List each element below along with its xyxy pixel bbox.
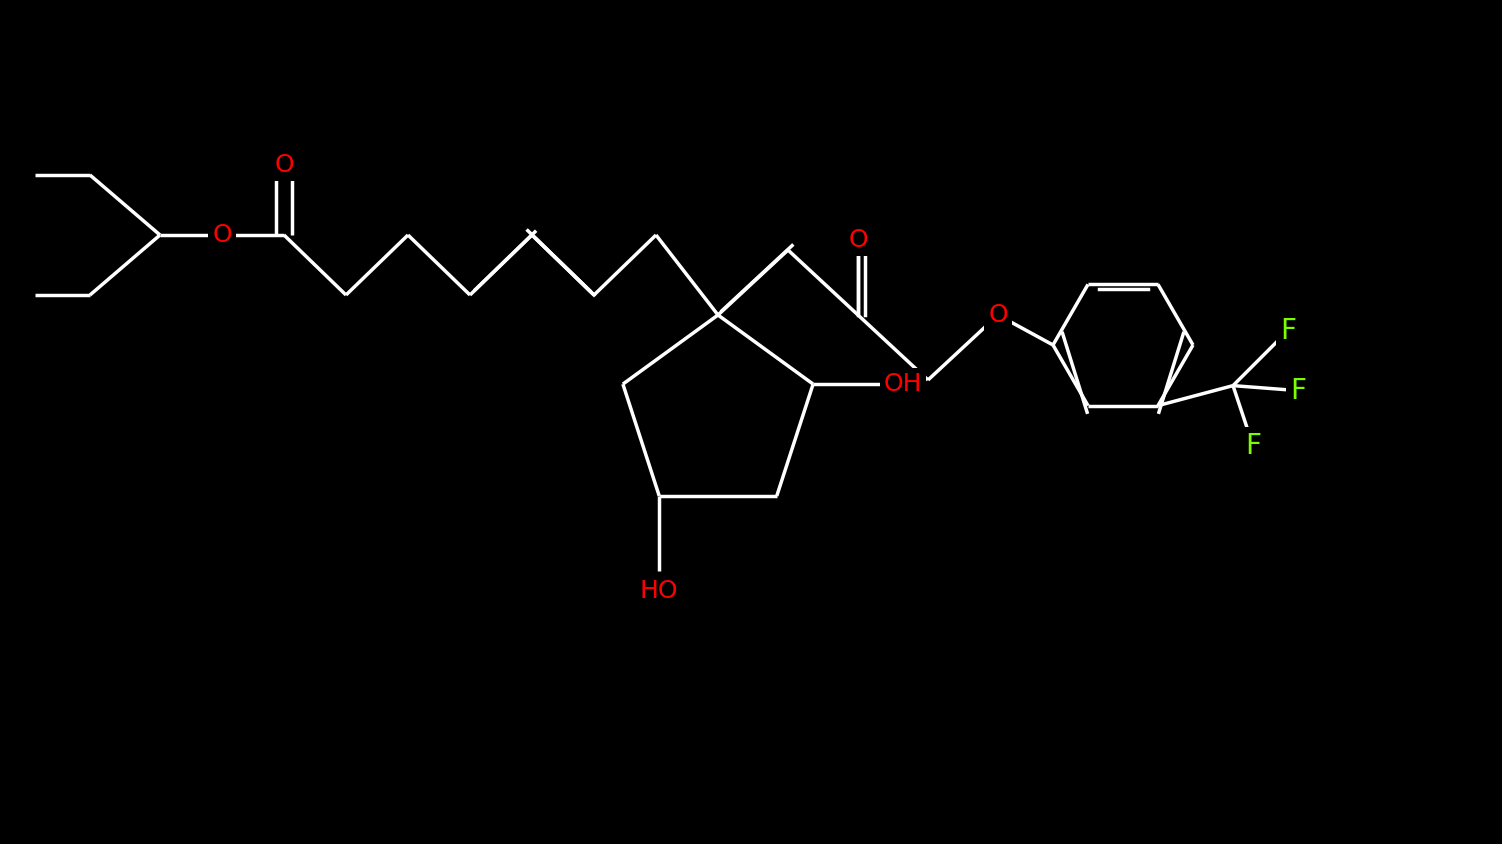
Text: O: O (275, 153, 294, 177)
Text: F: F (1290, 376, 1307, 404)
Text: OH: OH (883, 372, 922, 396)
Text: O: O (212, 223, 231, 247)
Text: F: F (1245, 431, 1262, 460)
Text: O: O (988, 303, 1008, 327)
Text: HO: HO (640, 579, 679, 603)
Text: F: F (1280, 316, 1296, 344)
Text: O: O (849, 228, 868, 252)
